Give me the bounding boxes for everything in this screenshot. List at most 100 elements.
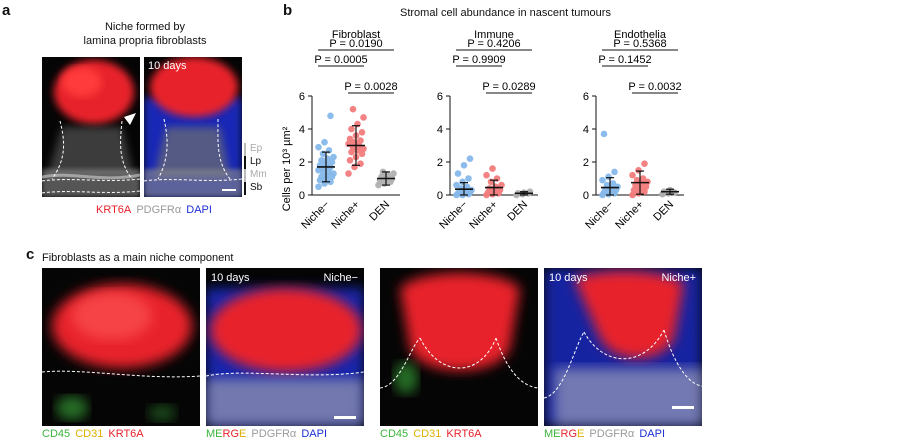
legend-pdgfra: PDGFRα: [136, 204, 182, 216]
chart-2-point-0-14: [600, 130, 608, 138]
chart-2-point-0-10: [609, 180, 617, 187]
chart-1-comparison-label-0: P = 0.4206: [467, 38, 520, 50]
chart-0-ytick-label-0: 0: [299, 190, 305, 202]
chart-0-point-1-0: [345, 170, 352, 177]
chart-0-comparison-label-1: P = 0.0005: [314, 54, 367, 66]
legend-pdgfra: PDGFRα: [589, 428, 635, 440]
chart-0-point-0-11: [315, 166, 322, 174]
legend-merge-e1: E: [215, 428, 223, 440]
panel-c-letter: c: [26, 246, 35, 263]
panel-a-image-label: 10 days: [148, 60, 187, 72]
chart-0-point-0-21: [325, 147, 333, 154]
panel-c-micrograph-3-image: [380, 268, 538, 426]
chart-0-point-1-16: [358, 129, 366, 136]
layer-sb: Sb: [250, 182, 263, 193]
chart-0-point-1-2: [357, 160, 364, 167]
chart-0-point-0-24: [327, 112, 334, 120]
chart-2-comparison-label-1: P = 0.1452: [598, 54, 651, 66]
legend-pdgfra: PDGFRα: [251, 428, 297, 440]
chart-1-point-1-12: [489, 165, 496, 172]
chart-2-point-0-12: [605, 173, 612, 181]
legend-krt6a: KRT6A: [108, 428, 144, 440]
chart-2-point-0-11: [599, 176, 606, 184]
layer-ep: Ep: [250, 143, 263, 154]
chart-0-point-1-18: [354, 120, 361, 128]
legend-dapi: DAPI: [186, 204, 212, 216]
chart-1-point-1-9: [487, 178, 495, 186]
chart-0-point-0-22: [315, 143, 322, 151]
panel-c-image-4-label-right: Niche+: [661, 272, 696, 284]
chart-0-point-1-1: [351, 163, 358, 171]
panel-a-legend: KRT6A PDGFRα DAPI: [96, 204, 214, 216]
legend-krt6a: KRT6A: [96, 204, 132, 216]
panel-a-title: Niche formed by lamina propria fibroblas…: [40, 20, 250, 48]
chart-1-point-0-15: [460, 162, 468, 169]
scale-bar: [672, 406, 694, 409]
chart-0-point-0-18: [324, 155, 331, 162]
chart-1-ytick-label-1: 2: [437, 157, 443, 169]
chart-2-ytick-label-1: 2: [583, 157, 589, 169]
chart-1-point-1-6: [486, 185, 493, 192]
panel-c-legend-3: CD45 CD31 KRT6A: [380, 428, 484, 440]
chart-0-point-1-19: [360, 114, 367, 121]
chart-0-ytick-label-3: 6: [299, 91, 305, 103]
chart-0-category-label-1: Niche+: [329, 199, 362, 232]
chart-2-category-label-0: Niche−: [583, 199, 616, 232]
panel-c-micrograph-4-image: [544, 268, 702, 426]
chart-1-point-0-10: [463, 183, 471, 191]
chart-2-point-1-9: [633, 176, 641, 184]
panel-c-image-2-label-left: 10 days: [211, 272, 250, 284]
chart-1-comparison-label-1: P = 0.9909: [452, 54, 505, 66]
chart-0-category-label-0: Niche−: [299, 199, 332, 232]
panel-c-image-2-label-right: Niche−: [323, 272, 358, 284]
chart-0-point-1-17: [348, 125, 355, 133]
panel-c-micrograph-3: [380, 268, 538, 426]
chart-0-point-2-8: [390, 170, 397, 177]
panel-b-charts: Cells per 10³ µm² Fibroblast0246Niche−Ni…: [281, 29, 684, 232]
panel-c-legend-1: CD45 CD31 KRT6A: [42, 428, 146, 440]
chart-0-category-label-2: DEN: [367, 199, 392, 224]
chart-1-category-label-1: Niche+: [467, 199, 500, 232]
chart-2-point-1-12: [635, 166, 642, 174]
chart-2-ytick-label-3: 6: [583, 91, 589, 103]
chart-2-comparison-label-0: P = 0.5368: [613, 38, 666, 50]
panel-c-micrograph-1: [42, 268, 200, 426]
legend-merge-e2: E: [239, 428, 247, 440]
chart-0-point-1-14: [346, 135, 354, 143]
chart-1-point-0-12: [459, 178, 466, 186]
chart-1-point-0-11: [453, 181, 460, 189]
scale-bar: [334, 416, 356, 419]
chart-0-title: Fibroblast: [332, 29, 380, 41]
panel-a-title-line1: Niche formed by: [104, 21, 186, 33]
chart-0-point-0-19: [330, 153, 337, 161]
chart-0-comparison-label-0: P = 0.0190: [329, 38, 382, 50]
chart-0-point-0-20: [319, 150, 327, 158]
chart-0-point-0-6: [318, 173, 325, 181]
chart-2-category-label-2: DEN: [651, 199, 676, 224]
y-axis-label: Cells per 10³ µm²: [281, 126, 293, 211]
chart-1-point-0-16: [466, 155, 474, 162]
panel-b-letter: b: [283, 2, 293, 19]
chart-2-point-1-10: [639, 175, 647, 182]
legend-merge-m: M: [206, 428, 216, 440]
chart-1-title: Immune: [474, 29, 514, 41]
legend-merge-e1: E: [553, 428, 561, 440]
scale-bar: [222, 189, 236, 191]
layer-bracket: [244, 143, 246, 195]
legend-merge-rg: RG: [560, 428, 578, 440]
arrowhead-icon: [124, 113, 136, 125]
panel-c-micrograph-4: 10 days Niche+: [544, 268, 702, 426]
chart-0-point-1-13: [357, 137, 364, 144]
chart-1-point-1-7: [492, 183, 499, 191]
legend-merge-rg: RG: [222, 428, 240, 440]
chart-1-comparison-label-2: P = 0.0289: [482, 81, 535, 93]
chart-0-point-1-20: [349, 105, 357, 113]
chart-1-point-0-13: [465, 175, 472, 182]
chart-2-point-0-13: [611, 168, 618, 176]
panel-a-micrograph-2-image: [144, 57, 242, 197]
chart-2-point-1-6: [632, 181, 639, 189]
chart-1-point-0-14: [454, 170, 462, 177]
legend-cd45: CD45: [42, 428, 71, 440]
chart-0-point-0-0: [315, 183, 322, 191]
panel-c-legend-4: MERGE PDGFRα DAPI: [544, 428, 667, 440]
